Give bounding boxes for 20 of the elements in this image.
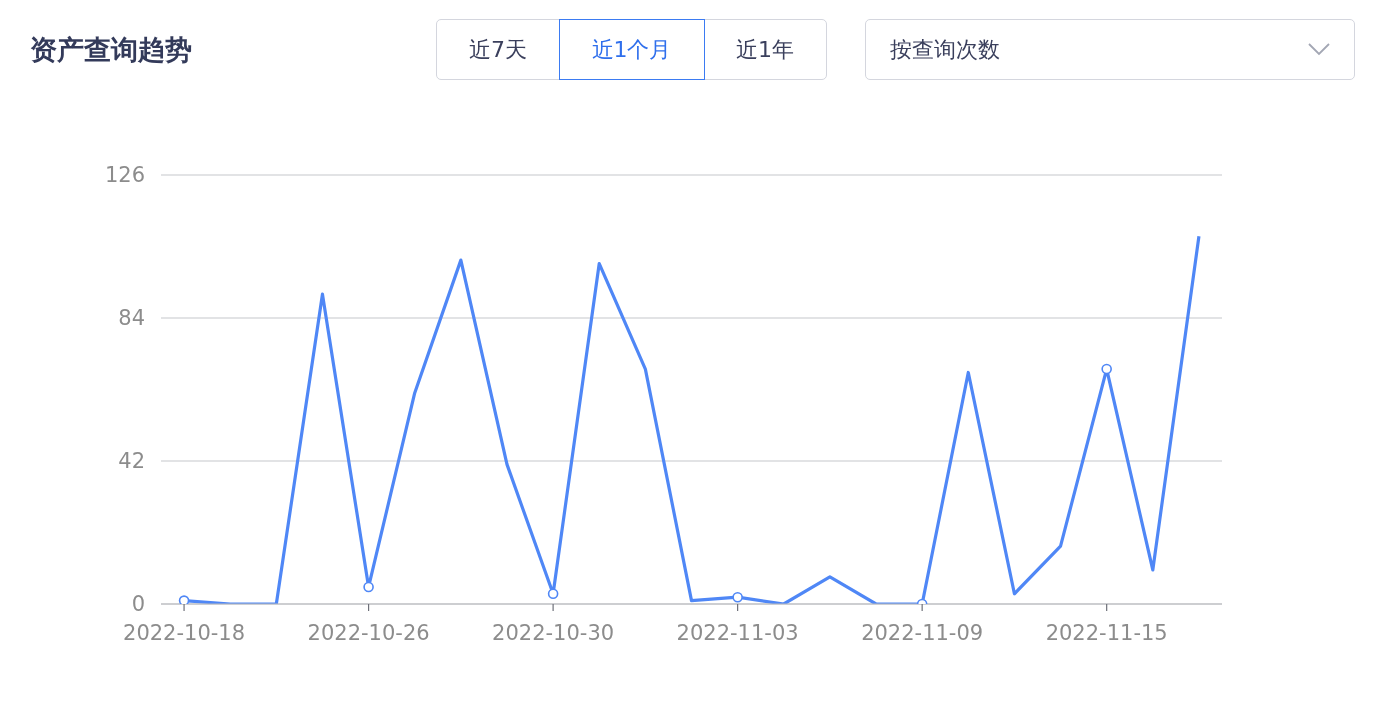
tab-button: 近1个月 [558, 19, 705, 80]
chart-title: 资产查询趋势 [30, 33, 192, 67]
y-tick-label: 84 [118, 306, 145, 331]
x-tick-label: 2022-11-03 [676, 621, 799, 645]
x-tick-label: 2022-10-18 [123, 621, 246, 645]
x-tick-label: 2022-11-09 [861, 621, 984, 645]
point [547, 588, 559, 600]
dropdown-field: 按查询次数 [865, 19, 1355, 80]
point [732, 591, 743, 603]
point [363, 581, 374, 593]
x-tick-label: 2022-11-15 [1045, 621, 1168, 645]
tab-button: 近7天 [436, 19, 560, 80]
y-tick-label: 42 [118, 449, 145, 474]
y-tick-label: 126 [104, 163, 145, 188]
tab-button: 近1年 [703, 19, 827, 80]
x-tick-label: 2022-10-26 [307, 621, 430, 645]
y-tick-label: 0 [131, 592, 145, 617]
x-tick-label: 2022-10-30 [492, 621, 615, 645]
point [1101, 363, 1112, 375]
point [178, 595, 190, 604]
